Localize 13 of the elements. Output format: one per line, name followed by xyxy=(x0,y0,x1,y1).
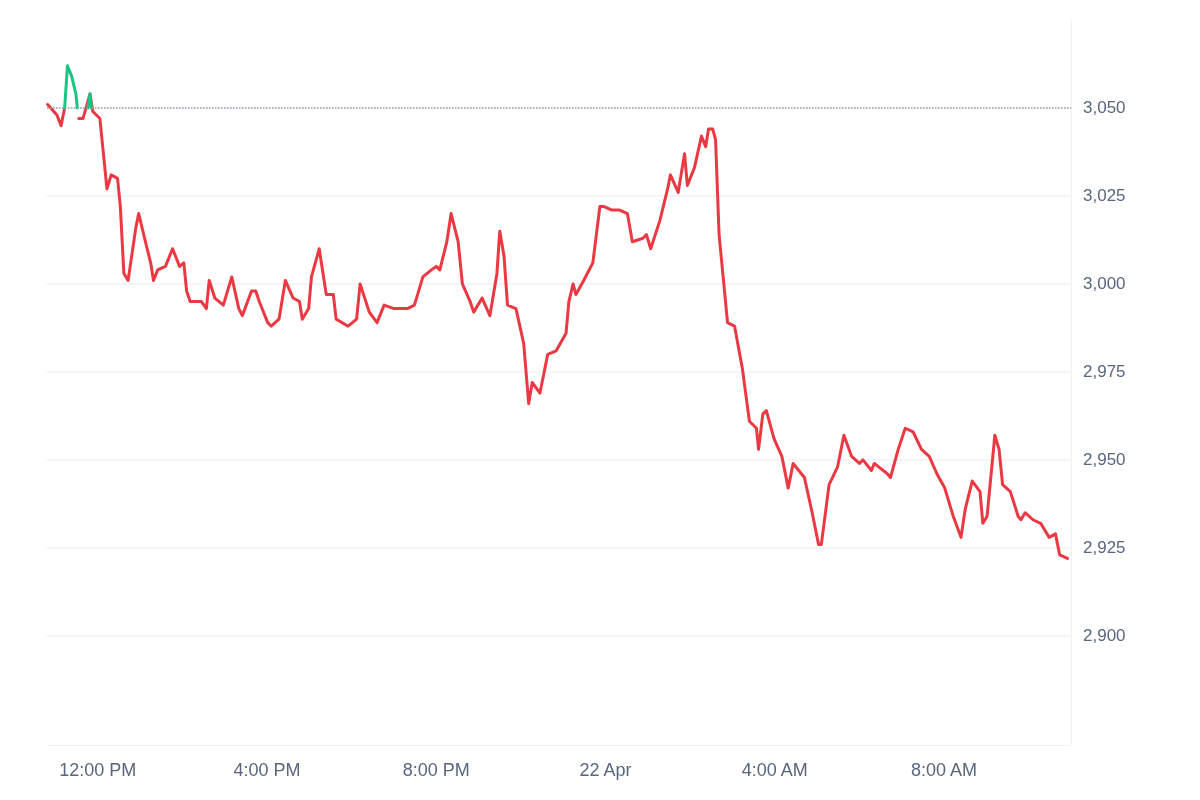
x-tick-label: 12:00 PM xyxy=(59,760,137,780)
x-tick-label: 4:00 AM xyxy=(741,760,808,780)
x-tick-label: 8:00 AM xyxy=(911,760,978,780)
y-tick-label: 2,900 xyxy=(1083,626,1126,646)
y-tick-label: 2,950 xyxy=(1083,450,1126,470)
x-tick-label: 22 Apr xyxy=(579,760,632,780)
y-tick-label: 3,025 xyxy=(1083,186,1126,206)
y-tick-label: 2,975 xyxy=(1083,362,1126,382)
y-tick-label: 3,050 xyxy=(1083,98,1126,118)
y-tick-label: 3,000 xyxy=(1083,274,1126,294)
x-tick-label: 4:00 PM xyxy=(233,760,301,780)
y-tick-label: 2,925 xyxy=(1083,538,1126,558)
x-tick-label: 8:00 PM xyxy=(402,760,470,780)
